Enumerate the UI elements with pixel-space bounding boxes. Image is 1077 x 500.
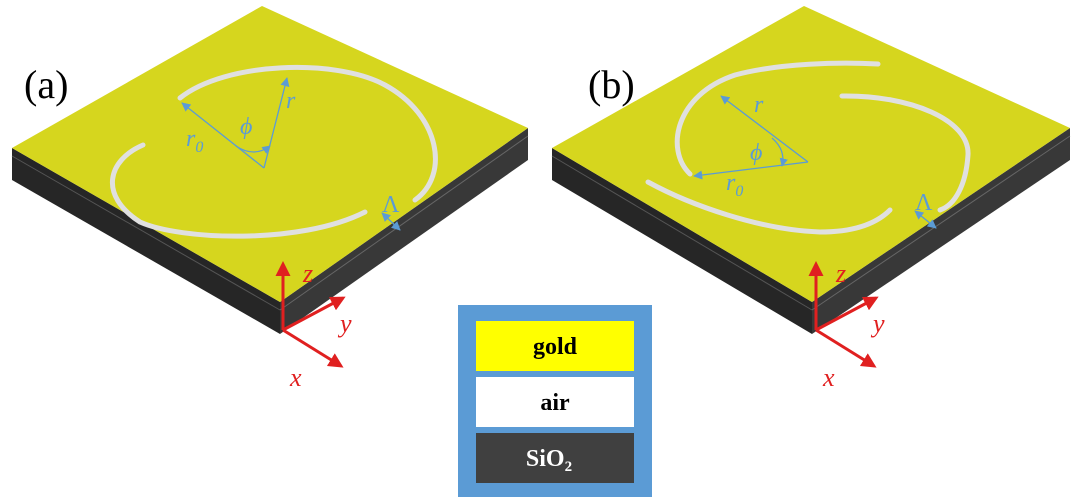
r-arrow	[720, 95, 809, 163]
period-arrow	[914, 210, 937, 229]
z-label: z	[835, 259, 846, 288]
legend-swatch-air	[476, 377, 634, 427]
legend-label-air: air	[540, 390, 570, 416]
phi-symbol: ϕ	[750, 140, 762, 166]
phi-arc	[235, 145, 271, 154]
slit-arc-right	[839, 93, 971, 213]
r-symbol: r	[286, 88, 296, 114]
period-arrow	[381, 212, 401, 231]
y-axis	[815, 296, 879, 332]
x-axis	[282, 328, 344, 368]
legend-swatch-gold	[476, 321, 634, 371]
r0-symbol: r0	[186, 126, 203, 156]
r0-arrow	[693, 161, 809, 180]
phi-symbol: ϕ	[240, 114, 252, 140]
panel-a: r r0 ϕ Λ z y x (a)	[11, 6, 529, 392]
period-symbol: Λ	[382, 192, 400, 218]
panel-a-label: (a)	[24, 62, 68, 107]
r-symbol: r	[754, 92, 764, 118]
x-label: x	[289, 363, 302, 392]
y-axis	[282, 296, 346, 332]
legend-label-sio2: SiO2	[526, 446, 572, 475]
period-symbol: Λ	[915, 190, 933, 216]
panel-b: r r0 ϕ Λ z y x (b)	[551, 6, 1071, 392]
r0-symbol: r0	[726, 170, 743, 200]
r0-arrow	[181, 102, 265, 169]
slit-arc-left	[110, 142, 368, 239]
gold-surface	[552, 6, 1070, 302]
slit-arc-bottom	[645, 179, 893, 235]
z-label: z	[302, 259, 313, 288]
panel-b-label: (b)	[588, 62, 635, 107]
legend-label-gold: gold	[533, 334, 578, 360]
gold-surface	[12, 6, 528, 302]
phi-arc	[771, 137, 788, 167]
material-legend: gold air SiO2	[458, 305, 652, 497]
y-label: y	[870, 309, 885, 338]
slit-arc-right	[177, 65, 438, 203]
y-label: y	[337, 309, 352, 338]
slit-arc-outer	[674, 60, 881, 177]
legend-swatch-sio2	[476, 433, 634, 483]
x-label: x	[822, 363, 835, 392]
x-axis	[815, 328, 877, 368]
